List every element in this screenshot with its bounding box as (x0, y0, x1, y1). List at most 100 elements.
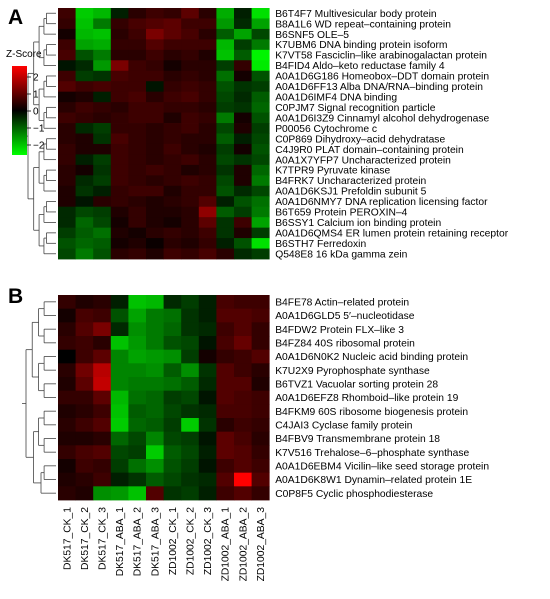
heatmap-cell (163, 91, 182, 103)
heatmap-cell (93, 133, 112, 145)
heatmap-cell (128, 60, 147, 72)
heatmap-cell (128, 18, 147, 30)
heatmap-cell (75, 336, 94, 351)
heatmap-cell (234, 217, 252, 229)
column-label: ZD1002_ABA_1 (221, 507, 232, 582)
panel-label-a: A (8, 6, 23, 29)
heatmap-cell (216, 445, 235, 460)
heatmap-cell (146, 91, 164, 103)
heatmap-cell (75, 248, 94, 260)
heatmap-cell (181, 472, 200, 487)
heatmap-cell (75, 91, 94, 103)
column-labels: DK517_CK_1 DK517_CK_2 DK517_CK_3 DK517_ABA_… (62, 507, 267, 582)
heatmap-cell (251, 445, 270, 460)
row-label: A0A1D6I3Z9 Cinnamyl alcohol dehydrogenas… (275, 113, 489, 124)
heatmap-cell (198, 18, 217, 30)
heatmap-cell (93, 308, 112, 323)
heatmap-cell (128, 8, 147, 19)
heatmap-cell (146, 336, 164, 351)
heatmap-cell (58, 154, 76, 166)
heatmap-cell (216, 336, 235, 351)
heatmap-cell (163, 143, 182, 155)
row-label: B6STH7 Ferredoxin (275, 239, 366, 250)
heatmap-cell (146, 49, 164, 61)
heatmap-cell (198, 123, 217, 134)
heatmap-cell (198, 91, 217, 103)
color-key-title: Z-Score (6, 49, 42, 60)
heatmap-cell (110, 248, 129, 260)
heatmap-cell (75, 431, 94, 446)
heatmap-cell (234, 418, 252, 433)
heatmap-cell (75, 377, 94, 392)
heatmap-cell (181, 486, 200, 501)
heatmap-cell (146, 112, 164, 124)
heatmap-cell (234, 28, 252, 40)
heatmap-cell (75, 164, 94, 176)
heatmap-cell (58, 133, 76, 145)
heatmap-cell (93, 102, 112, 113)
row-label: B4FKM9 60S ribosome biogenesis protein (275, 407, 468, 418)
heatmap-cell (93, 175, 112, 187)
heatmap-cell (181, 60, 200, 72)
heatmap-cell (181, 154, 200, 166)
heatmap-cell (163, 336, 182, 351)
row-label: C0PJM7 Signal recognition particle (275, 103, 436, 114)
heatmap-cell (75, 206, 94, 218)
row-label: A0A1D6EBM4 Vicilin–like seed storage pro… (275, 461, 489, 472)
heatmap-cell (198, 349, 217, 364)
heatmap-cell (216, 390, 235, 405)
row-label: B4FZ84 40S ribosomal protein (275, 338, 415, 349)
row-label: A0A1D6NMY7 DNA replication licensing fac… (275, 197, 488, 208)
heatmap-cell (93, 459, 112, 474)
row-label: B6T659 Protein PEROXIN–4 (275, 208, 407, 219)
heatmap-cell (216, 196, 235, 208)
heatmap-cell (110, 349, 129, 364)
heatmap-cell (110, 445, 129, 460)
heatmap-cell (251, 459, 270, 474)
heatmap-cell (146, 390, 164, 405)
heatmap-cell (110, 175, 129, 187)
heatmap-cell (251, 154, 270, 166)
heatmap-cell (146, 349, 164, 364)
heatmap-cell (75, 175, 94, 187)
row-dendrogram-b (22, 301, 56, 494)
heatmap-cell (110, 60, 129, 72)
row-label: K7UBM6 DNA binding protein isoform (275, 40, 447, 51)
heatmap-cell (234, 60, 252, 72)
heatmap-cell (163, 445, 182, 460)
heatmap-cell (181, 70, 200, 82)
heatmap-cell (251, 175, 270, 187)
heatmap-cell (75, 143, 94, 155)
heatmap-cell (234, 8, 252, 19)
heatmap-cell (198, 472, 217, 487)
heatmap-cell (251, 238, 270, 249)
row-label: C4JAI3 Cyclase family protein (275, 420, 413, 431)
heatmap-cell (58, 390, 76, 405)
heatmap-cell (146, 81, 164, 93)
color-key-ticks: 2 1 0 −1 −2 (27, 73, 45, 152)
heatmap-cell (58, 486, 76, 501)
column-label: ZD1002_ABA_2 (238, 507, 249, 582)
color-key: Z-Score 2 1 0 −1 −2 (6, 49, 45, 155)
heatmap-cell (93, 112, 112, 124)
heatmap-cell (75, 418, 94, 433)
heatmap-cell (163, 164, 182, 176)
heatmap-cell (93, 472, 112, 487)
heatmap-cell (234, 445, 252, 460)
heatmap-cell (181, 390, 200, 405)
heatmap-cell (216, 308, 235, 323)
heatmap-cell (198, 60, 217, 72)
heatmap-cell (58, 185, 76, 197)
heatmap-cell (110, 238, 129, 249)
heatmap-cell (234, 431, 252, 446)
row-label: A0A1D6QMS4 ER lumen protein retaining re… (275, 228, 509, 239)
heatmap-cell (75, 308, 94, 323)
heatmap-cell (146, 123, 164, 134)
heatmap-cell (146, 404, 164, 419)
heatmap-cell (128, 133, 147, 145)
heatmap-cell (198, 8, 217, 19)
heatmap-cell (163, 349, 182, 364)
heatmap-cell (93, 363, 112, 378)
heatmap-cell (234, 81, 252, 93)
heatmap-cell (93, 39, 112, 51)
